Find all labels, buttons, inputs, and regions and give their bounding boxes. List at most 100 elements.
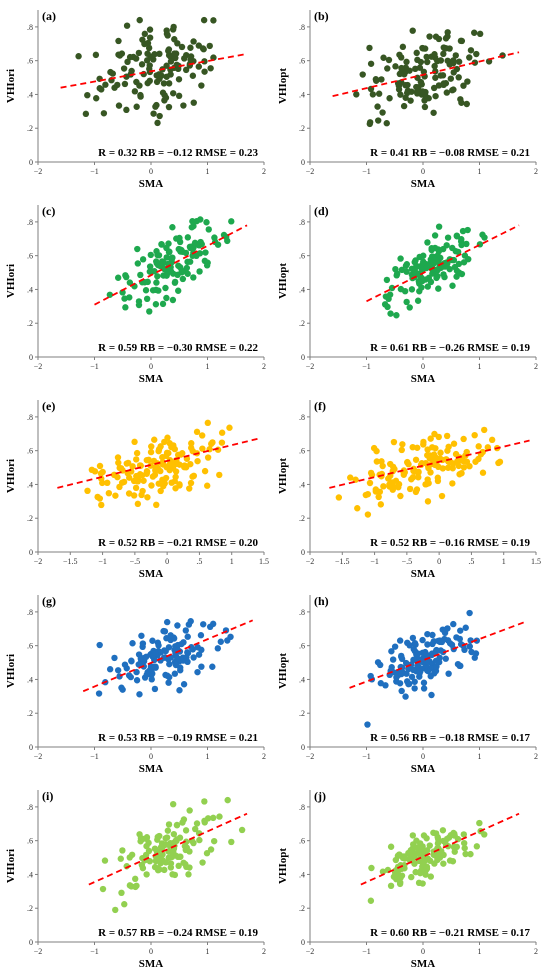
data-point: [475, 443, 482, 450]
panel-label: (i): [42, 789, 53, 803]
data-point: [206, 42, 213, 50]
data-point: [412, 488, 420, 496]
data-point: [138, 632, 145, 639]
x-tick-label: −1: [98, 557, 107, 566]
data-point: [201, 68, 208, 75]
data-point: [128, 67, 135, 75]
data-point: [101, 857, 109, 864]
data-point: [420, 45, 427, 52]
data-point: [457, 37, 465, 45]
data-point: [364, 721, 371, 728]
data-point: [98, 501, 105, 509]
x-tick-label: 2: [534, 947, 538, 956]
data-point: [106, 291, 114, 298]
data-point: [164, 32, 171, 39]
data-point: [424, 239, 431, 246]
x-tick-label: −1: [90, 362, 99, 371]
data-point: [403, 298, 410, 306]
x-tick-label: 1: [230, 557, 234, 566]
data-point: [156, 112, 163, 120]
data-point: [166, 440, 173, 447]
data-point: [209, 620, 217, 628]
y-tick-label: .4: [299, 285, 305, 294]
data-point: [123, 106, 130, 114]
data-point: [143, 671, 150, 678]
data-point: [153, 501, 160, 509]
x-tick-label: 1.5: [259, 557, 269, 566]
x-axis-label: SMA: [139, 763, 164, 775]
data-point: [414, 56, 421, 64]
data-point: [413, 844, 421, 851]
data-point: [159, 857, 166, 864]
data-point: [444, 447, 451, 454]
y-axis-label: VHIopt: [277, 848, 289, 884]
data-point: [175, 76, 183, 83]
data-point: [437, 57, 444, 64]
data-point: [455, 260, 463, 268]
data-point: [404, 639, 411, 647]
data-point: [178, 268, 185, 275]
data-point: [129, 463, 136, 470]
data-point: [224, 237, 231, 245]
data-point: [220, 231, 228, 239]
data-point: [141, 30, 149, 38]
data-point: [379, 109, 386, 116]
data-point: [390, 483, 398, 491]
data-point: [398, 687, 405, 695]
x-tick-label: −2: [34, 167, 43, 176]
data-point: [218, 429, 226, 436]
data-point: [429, 259, 436, 267]
data-point: [163, 272, 170, 279]
data-point: [424, 641, 431, 648]
data-point: [406, 304, 413, 311]
data-point: [378, 76, 385, 83]
data-point: [119, 847, 126, 854]
scatter-panel-3: −2 −1 0 1 2 0 .2 .4 .6 .8 SMA VHIori (c) R = 0.59 RB …: [5, 204, 266, 385]
data-point: [130, 492, 138, 499]
data-point: [184, 234, 192, 241]
data-point: [151, 650, 159, 657]
data-point: [430, 829, 437, 836]
y-tick-label: .2: [27, 709, 33, 718]
data-point: [125, 490, 133, 497]
y-tick-label: 0: [301, 548, 305, 557]
data-point: [410, 646, 417, 653]
data-point: [385, 295, 392, 303]
data-point: [210, 814, 217, 822]
y-tick-label: .8: [27, 413, 33, 422]
data-point: [190, 38, 197, 45]
data-point: [462, 624, 469, 631]
data-point: [188, 224, 195, 231]
data-point: [238, 826, 246, 834]
x-tick-label: −1.5: [335, 557, 350, 566]
data-point: [157, 844, 165, 851]
data-point: [414, 297, 422, 304]
data-point: [444, 29, 451, 36]
data-point: [199, 859, 206, 866]
data-point: [148, 482, 155, 489]
data-point: [460, 259, 468, 266]
data-point: [184, 633, 191, 640]
panel-label: (j): [314, 789, 326, 803]
y-tick-label: .8: [27, 803, 33, 812]
data-point: [397, 874, 404, 881]
data-point: [118, 479, 126, 486]
data-point: [152, 103, 159, 110]
data-point: [423, 264, 430, 272]
data-point: [175, 862, 182, 870]
data-point: [375, 90, 383, 97]
data-point: [178, 640, 185, 648]
scatter-panel-10: −2 −1 0 1 2 0 .2 .4 .6 .8 SMA VHIopt (j) R = 0.60 RB …: [277, 789, 538, 969]
data-point: [166, 673, 173, 681]
data-point: [169, 90, 177, 97]
y-tick-label: .2: [27, 124, 33, 133]
data-point: [186, 258, 194, 265]
data-point: [410, 465, 417, 473]
data-point: [201, 58, 208, 65]
data-point: [421, 103, 429, 111]
y-tick-label: .2: [299, 904, 305, 913]
data-point: [439, 827, 447, 834]
data-point: [194, 457, 201, 465]
data-point: [180, 816, 188, 823]
data-point: [453, 273, 460, 280]
